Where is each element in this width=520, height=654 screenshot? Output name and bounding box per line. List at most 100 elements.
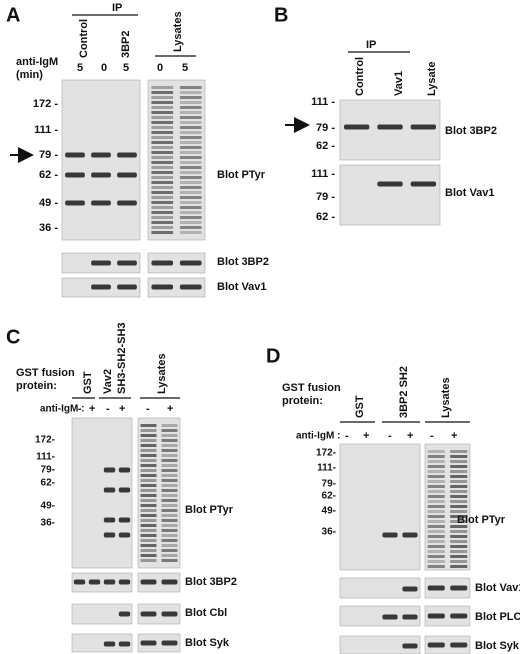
lane-label: 3BP2 (120, 30, 132, 58)
blot (71, 417, 133, 569)
band (140, 424, 157, 427)
band (161, 554, 178, 557)
band (427, 530, 445, 533)
blot (61, 79, 141, 241)
blot (339, 605, 421, 627)
band (161, 514, 178, 517)
band (118, 467, 131, 473)
fusion-label: GST fusion (282, 382, 341, 394)
band (140, 539, 157, 542)
band (161, 640, 178, 646)
panel-c: C GST fusion protein: GST Vav2 SH3-SH2-S… (6, 322, 237, 653)
time: 0 (157, 62, 163, 74)
band (161, 504, 178, 507)
blot-label: Blot PLC-γ (475, 611, 520, 623)
band (450, 480, 468, 483)
sign: - (146, 403, 150, 415)
band (161, 544, 178, 547)
band (118, 641, 131, 647)
band (427, 642, 445, 648)
band (427, 545, 445, 548)
band (161, 424, 178, 427)
mw-marker: 49 - (39, 197, 58, 209)
band (117, 172, 137, 178)
lane-label: Lysates (156, 353, 168, 394)
band (118, 611, 131, 617)
band (151, 131, 174, 134)
band (151, 96, 174, 99)
band (140, 549, 157, 552)
mw-marker: 111- (36, 452, 55, 463)
band (179, 221, 202, 224)
band (427, 505, 445, 508)
band (179, 176, 202, 179)
band (151, 126, 174, 129)
band (450, 485, 468, 488)
panel-label: A (6, 4, 20, 26)
band (151, 136, 174, 139)
band (151, 260, 174, 266)
band (377, 181, 403, 187)
band (179, 86, 202, 89)
band (161, 534, 178, 537)
band (140, 479, 157, 482)
band (151, 156, 174, 159)
mw-marker: 79 - (39, 149, 58, 161)
band (140, 554, 157, 557)
band (161, 479, 178, 482)
band (410, 181, 436, 187)
band (140, 611, 157, 617)
band (450, 560, 468, 563)
band (427, 585, 445, 591)
mw-marker: 36 - (39, 222, 58, 234)
band (179, 181, 202, 184)
mw-marker: 79- (41, 465, 55, 476)
mw-marker: 79- (322, 479, 336, 490)
blot (424, 605, 471, 627)
band (179, 141, 202, 144)
band (427, 560, 445, 563)
band (179, 211, 202, 214)
band (161, 509, 178, 512)
band (103, 487, 116, 493)
band (450, 585, 468, 591)
band (103, 579, 116, 585)
band (179, 136, 202, 139)
mw-marker: 111 - (34, 124, 58, 136)
band (151, 206, 174, 209)
band (450, 540, 468, 543)
band (103, 517, 116, 523)
band (450, 510, 468, 513)
fusion-label: protein: (282, 395, 323, 407)
band (140, 449, 157, 452)
blot (339, 164, 441, 226)
band (450, 555, 468, 558)
band (91, 152, 111, 158)
blot-label: Blot Syk (185, 637, 230, 649)
band (140, 484, 157, 487)
band (140, 544, 157, 547)
band (179, 96, 202, 99)
band (161, 494, 178, 497)
band (140, 534, 157, 537)
band (427, 465, 445, 468)
band (161, 539, 178, 542)
band (450, 505, 468, 508)
band (377, 124, 403, 130)
band (427, 485, 445, 488)
band (179, 166, 202, 169)
mw-marker: 62 - (316, 140, 335, 152)
blot-label: Blot Vav1 (445, 187, 495, 199)
mw-marker: 62 - (39, 169, 58, 181)
band (450, 642, 468, 648)
blot-label: Blot Vav1 (475, 582, 520, 594)
mw-marker: 111- (317, 463, 336, 474)
blot-label: Blot Syk (475, 640, 520, 652)
lane-label: Control (78, 19, 90, 58)
sign: + (363, 430, 369, 442)
band (427, 470, 445, 473)
band (427, 510, 445, 513)
stim-label: anti-IgM : (296, 431, 340, 442)
band (161, 434, 178, 437)
